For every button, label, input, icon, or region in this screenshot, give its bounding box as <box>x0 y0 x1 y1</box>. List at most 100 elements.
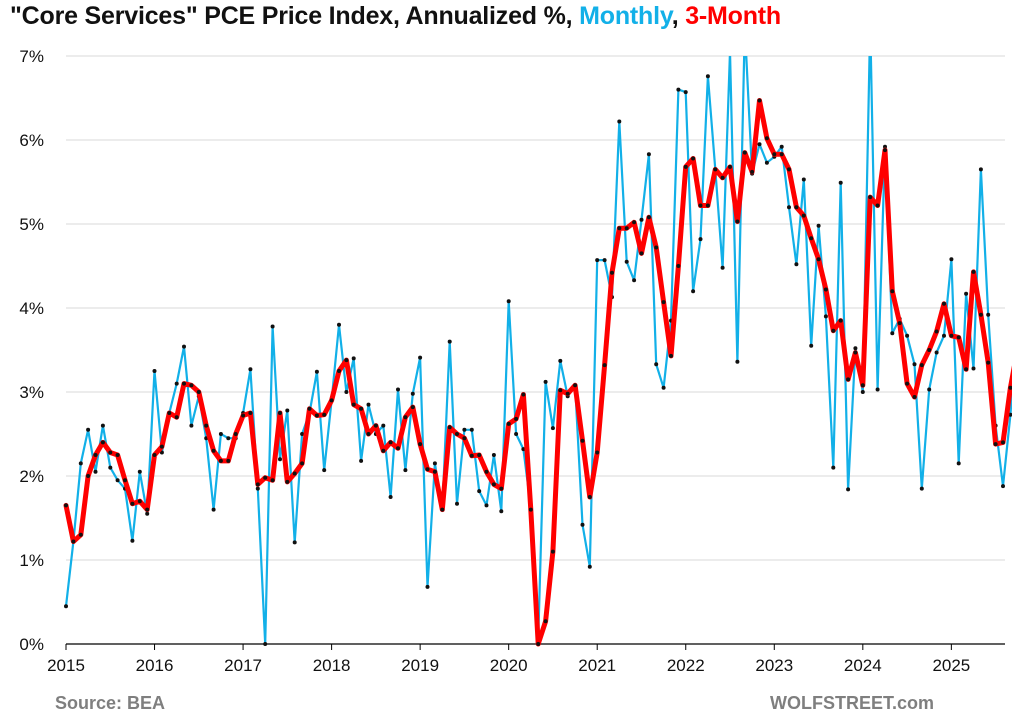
monthly-data-point <box>388 495 393 499</box>
monthly-data-point <box>182 344 186 349</box>
monthly-data-point <box>743 25 747 29</box>
y-axis-ticks: 0% 1% 2% 3% 4% 5% 6% 7% <box>19 47 44 654</box>
three-month-data-point <box>499 486 504 491</box>
monthly-data-point <box>875 387 880 392</box>
three-month-data-point <box>838 318 843 323</box>
three-month-data-point <box>233 432 238 436</box>
three-month-data-point <box>661 300 666 305</box>
monthly-data-point <box>764 160 769 165</box>
three-month-data-point <box>750 169 755 174</box>
three-month-data-point <box>639 251 644 256</box>
monthly-data-point <box>469 427 474 432</box>
three-month-data-point <box>373 423 378 428</box>
three-month-data-point <box>100 440 105 445</box>
three-month-data-point <box>403 415 408 420</box>
monthly-data-point <box>846 487 851 492</box>
monthly-data-point <box>654 362 659 367</box>
monthly-data-point <box>455 501 459 506</box>
monthly-data-point <box>359 458 364 463</box>
monthly-data-point <box>617 119 622 124</box>
three-month-data-point <box>669 353 673 358</box>
three-month-data-point <box>801 213 806 218</box>
monthly-data-point <box>100 423 105 428</box>
three-month-data-point <box>890 289 895 294</box>
monthly-data-point <box>624 259 629 264</box>
three-month-data-point <box>506 421 511 426</box>
three-month-data-point <box>580 438 585 443</box>
three-month-data-point <box>993 442 998 447</box>
three-month-data-point <box>676 264 681 268</box>
y-tick-label: 0% <box>19 635 44 654</box>
monthly-data-point <box>1001 484 1005 489</box>
monthly-data-point <box>550 426 555 431</box>
monthly-data-point <box>145 511 150 516</box>
monthly-data-point <box>93 469 98 474</box>
monthly-data-point <box>152 369 157 373</box>
x-tick-label: 2015 <box>47 656 85 675</box>
three-month-data-point <box>322 412 327 417</box>
three-month-data-point <box>196 390 201 394</box>
brand-label: WOLFSTREET.com <box>770 693 935 713</box>
three-month-data-point <box>986 360 991 365</box>
three-month-data-point <box>573 383 578 388</box>
three-month-data-point <box>263 475 268 480</box>
three-month-data-point <box>477 453 482 457</box>
three-month-data-point <box>381 448 386 453</box>
three-month-data-point <box>587 495 592 499</box>
three-month-data-point <box>255 482 260 487</box>
monthly-data-point <box>78 461 83 466</box>
monthly-data-point <box>720 265 725 270</box>
monthly-data-point <box>337 322 341 327</box>
three-month-data-point <box>137 499 142 504</box>
three-month-data-point <box>595 450 600 455</box>
monthly-data-point <box>381 423 386 428</box>
three-month-data-point <box>927 348 932 352</box>
three-month-data-point <box>285 479 290 484</box>
three-month-data-point <box>314 413 319 418</box>
monthly-data-point <box>728 50 732 54</box>
x-tick-label: 2022 <box>667 656 705 675</box>
y-tick-label: 7% <box>19 47 44 66</box>
monthly-data-point <box>543 379 548 384</box>
monthly-data-point <box>432 461 437 466</box>
three-month-data-point <box>270 478 275 483</box>
monthly-data-point <box>639 217 644 222</box>
monthly-data-point <box>853 346 858 351</box>
three-month-data-point <box>868 195 873 200</box>
monthly-data-point <box>189 423 194 428</box>
three-month-data-point <box>942 301 946 306</box>
x-tick-label: 2025 <box>932 656 970 675</box>
monthly-data-point <box>86 427 91 432</box>
three-month-data-point <box>846 377 851 382</box>
monthly-data-point <box>779 144 784 149</box>
monthly-data-point <box>366 402 371 407</box>
three-month-data-point <box>71 539 76 544</box>
three-month-data-point <box>484 469 489 474</box>
monthly-data-point <box>418 355 423 360</box>
y-tick-label: 4% <box>19 299 44 318</box>
three-month-data-point <box>115 453 120 457</box>
monthly-data-point <box>477 489 482 494</box>
three-month-data-point <box>883 148 887 153</box>
monthly-data-point <box>255 486 260 491</box>
monthly-data-point <box>912 362 917 367</box>
three-month-data-point <box>108 450 113 455</box>
three-month-data-point <box>550 549 555 554</box>
three-month-data-point <box>329 398 334 403</box>
chart-title-monthly: Monthly <box>579 2 672 30</box>
monthly-data-point <box>971 366 976 371</box>
monthly-data-point <box>831 465 836 470</box>
monthly-data-point <box>263 642 268 646</box>
three-month-data-point <box>617 226 622 231</box>
three-month-data-point <box>536 642 541 646</box>
three-month-data-point <box>602 363 607 368</box>
monthly-data-point <box>322 468 327 473</box>
three-month-data-point <box>93 453 98 457</box>
three-month-data-point <box>182 381 186 386</box>
three-month-data-point <box>425 467 430 472</box>
monthly-data-point <box>462 427 467 432</box>
source-label: Source: BEA <box>55 693 166 713</box>
three-month-data-point <box>359 406 364 411</box>
monthly-data-point <box>883 144 887 149</box>
chart-title-main: "Core Services" PCE Price Index, Annuali… <box>10 2 580 30</box>
